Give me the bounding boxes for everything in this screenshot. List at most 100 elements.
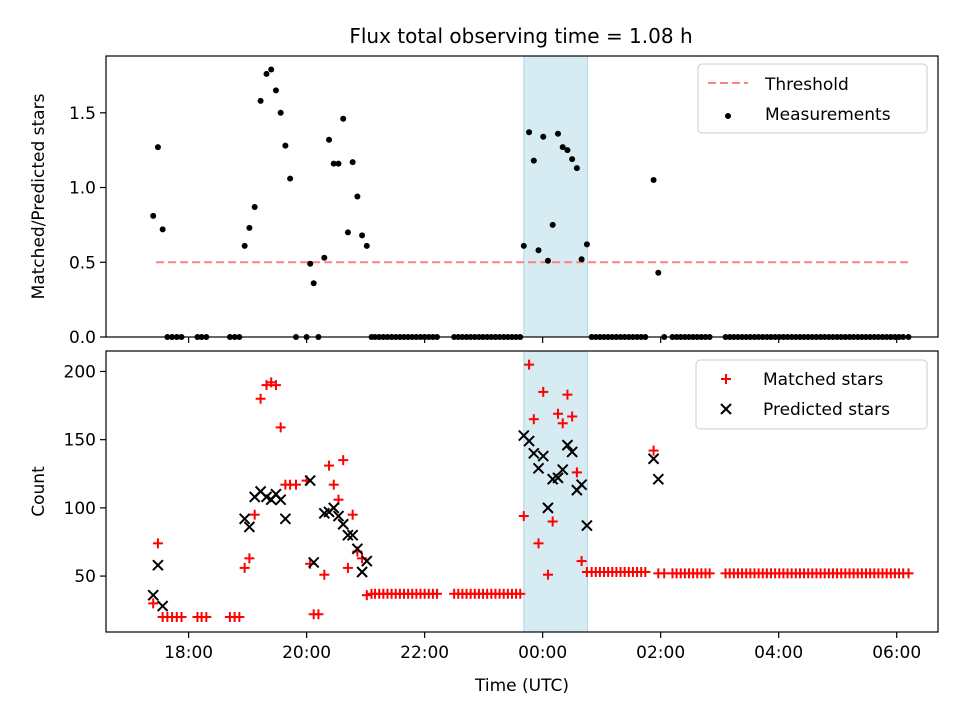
predicted-star-point (652, 473, 665, 485)
measurement-point (554, 130, 561, 137)
measurement-point (559, 144, 566, 151)
predicted-star-point (304, 474, 316, 487)
y-tick-label: 200 (64, 362, 96, 382)
measurement-point (650, 177, 657, 184)
measurement-point (340, 115, 347, 122)
count-plot-area (147, 359, 914, 622)
legend-predicted-marker (720, 403, 732, 415)
matched-star-point (576, 556, 587, 567)
legend-threshold-label: Threshold (764, 75, 849, 95)
measurement-point (544, 257, 551, 264)
predicted-star-point (542, 502, 554, 514)
predicted-star-point (152, 559, 164, 571)
measurement-point (251, 203, 258, 210)
matched-star-point (291, 479, 302, 490)
predicted-star-point (156, 600, 169, 612)
predicted-star-point (342, 529, 354, 541)
ratio-y-axis-label: Matched/Predicted stars (29, 93, 49, 299)
matched-star-point (562, 389, 573, 400)
predicted-star-point (532, 462, 545, 475)
legend-predicted-label: Predicted stars (763, 400, 890, 420)
measurement-point (159, 226, 166, 233)
matched-star-point (648, 445, 659, 456)
count-legend-box (695, 359, 928, 430)
matched-star-point (249, 509, 260, 520)
y-tick-label: 1.5 (69, 104, 96, 124)
measurement-point (150, 212, 157, 219)
measurement-point (335, 160, 342, 167)
measurement-point (363, 242, 370, 249)
measurement-point (564, 147, 571, 154)
y-tick-label: 0.0 (69, 328, 96, 348)
predicted-star-point (581, 519, 593, 532)
predicted-star-point (274, 493, 287, 506)
predicted-star-point (356, 566, 368, 578)
highlight-span (523, 55, 588, 338)
matched-star-point (704, 568, 715, 579)
matched-star-point (538, 386, 549, 397)
measurement-point (330, 160, 337, 167)
matched-star-point (515, 588, 526, 599)
matched-star-point (152, 538, 163, 549)
legend-measurements-label: Measurements (765, 105, 891, 125)
measurement-point (573, 165, 580, 172)
matched-star-point (903, 568, 914, 579)
matched-star-point (361, 590, 372, 601)
measurement-point (540, 133, 547, 140)
measurement-point (321, 254, 328, 261)
x-tick-label: 20:00 (282, 643, 331, 663)
measurement-point (263, 70, 270, 77)
predicted-star-point (528, 447, 540, 460)
y-tick-label: 100 (64, 499, 96, 519)
y-tick-label: 150 (64, 431, 96, 451)
ratio-legend: Threshold Measurements (697, 63, 928, 134)
matched-star-point (244, 553, 255, 564)
predicted-star-point (307, 556, 320, 569)
matched-star-point (342, 562, 353, 573)
predicted-star-point (279, 513, 292, 525)
measurement-point (526, 129, 533, 136)
matched-star-point (347, 509, 358, 520)
measurement-point (530, 157, 537, 164)
measurement-point (307, 260, 314, 267)
matched-star-point (518, 511, 529, 522)
predicted-star-point (351, 543, 364, 555)
count-y-axis-label: Count (29, 466, 49, 517)
matched-star-point (547, 516, 558, 527)
matched-star-point (552, 408, 563, 419)
predicted-star-point (238, 513, 251, 525)
matched-star-point (313, 609, 324, 620)
x-tick-label: 02:00 (636, 643, 685, 663)
measurement-point (354, 193, 361, 200)
measurement-point (569, 156, 576, 163)
predicted-star-point (561, 439, 574, 451)
predicted-star-point (523, 435, 535, 447)
matched-star-point (571, 467, 582, 478)
legend-cross-glyph (720, 403, 732, 415)
ratio-panel: 0.0 0.5 1.0 1.5 Matched/Predicted stars Thr… (29, 55, 939, 348)
legend-plus-glyph (721, 374, 731, 384)
matched-star-point (533, 538, 544, 549)
matched-star-point (557, 418, 568, 429)
measurement-point (154, 144, 161, 151)
legend-measurements-marker (725, 113, 731, 119)
measurement-point (282, 142, 289, 149)
count-axis-ticks: 50 100 150 200 18:00 20:00 22:00 00:00 02:00 04:0… (64, 362, 922, 663)
matched-star-point (324, 460, 335, 471)
measurement-point (257, 97, 264, 104)
measurement-point (277, 109, 284, 116)
matched-star-point (524, 359, 535, 370)
ratio-plot-frame (105, 55, 939, 338)
predicted-star-point (337, 518, 349, 530)
measurement-point (520, 242, 527, 249)
matched-star-point (328, 479, 339, 490)
measurement-point (287, 175, 294, 182)
measurement-point (272, 87, 279, 94)
matched-star-point (255, 393, 266, 404)
y-tick-label: 1.0 (69, 179, 96, 199)
matched-star-point (270, 380, 281, 391)
matched-star-point (528, 414, 539, 425)
measurement-point (326, 136, 333, 143)
x-axis-label: Time (UTC) (474, 676, 569, 696)
